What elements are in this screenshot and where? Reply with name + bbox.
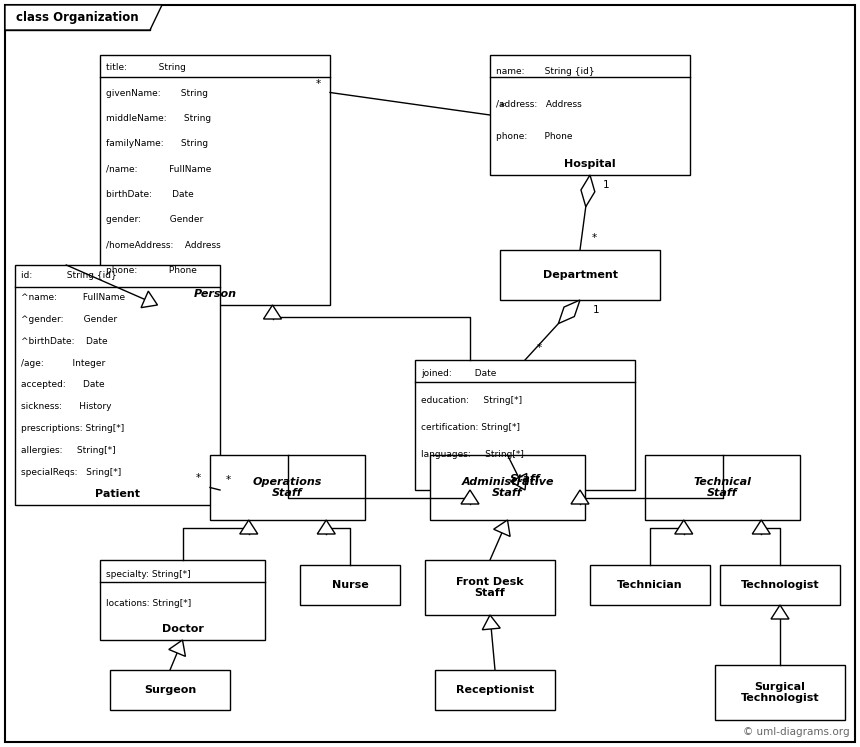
Text: 1: 1 [603, 180, 610, 190]
Text: birthDate:       Date: birthDate: Date [106, 190, 194, 199]
Text: phone:      Phone: phone: Phone [496, 132, 573, 141]
Text: accepted:      Date: accepted: Date [21, 380, 105, 389]
Bar [425, 560, 555, 615]
Text: class Organization: class Organization [16, 11, 138, 24]
Bar [500, 250, 660, 300]
Text: phone:           Phone: phone: Phone [106, 266, 197, 275]
Text: familyName:      String: familyName: String [106, 139, 208, 148]
Polygon shape [752, 520, 771, 534]
Bar [720, 565, 840, 605]
Polygon shape [240, 520, 258, 534]
Text: *: * [592, 233, 597, 243]
Bar [100, 55, 330, 305]
Bar [5, 5, 150, 30]
Bar [100, 560, 265, 640]
Text: specialReqs:   Sring[*]: specialReqs: Sring[*] [21, 468, 121, 477]
Polygon shape [5, 5, 162, 30]
Bar [490, 55, 690, 175]
Polygon shape [675, 520, 693, 534]
Text: *: * [500, 102, 505, 112]
Text: id:            String {id}: id: String {id} [21, 271, 117, 280]
Polygon shape [511, 474, 527, 490]
Text: prescriptions: String[*]: prescriptions: String[*] [21, 424, 124, 433]
Text: name:       String {id}: name: String {id} [496, 66, 594, 76]
Polygon shape [571, 490, 589, 504]
Text: *: * [195, 473, 200, 483]
Text: title:           String: title: String [106, 63, 186, 72]
Text: Receptionist: Receptionist [456, 685, 534, 695]
Polygon shape [461, 490, 479, 504]
Bar [715, 665, 845, 720]
Text: Doctor: Doctor [162, 624, 204, 634]
Text: Person: Person [194, 289, 236, 299]
Bar [300, 565, 400, 605]
Polygon shape [581, 175, 595, 207]
Text: Administrative
Staff: Administrative Staff [461, 477, 554, 498]
Text: education:     String[*]: education: String[*] [421, 396, 522, 405]
Text: *: * [537, 343, 542, 353]
Bar [110, 670, 230, 710]
Polygon shape [169, 640, 186, 657]
Text: Surgeon: Surgeon [144, 685, 196, 695]
Polygon shape [141, 291, 157, 308]
Bar [415, 360, 635, 490]
Polygon shape [558, 300, 580, 323]
Text: Front Desk
Staff: Front Desk Staff [456, 577, 524, 598]
Text: Patient: Patient [95, 489, 140, 499]
Text: Nurse: Nurse [332, 580, 368, 590]
Text: gender:          Gender: gender: Gender [106, 215, 203, 224]
Polygon shape [771, 605, 789, 619]
Bar [430, 455, 585, 520]
Text: Staff: Staff [510, 474, 540, 484]
Text: Technologist: Technologist [740, 580, 820, 590]
Text: /address:   Address: /address: Address [496, 99, 581, 108]
Text: Operations
Staff: Operations Staff [253, 477, 322, 498]
Text: *: * [316, 79, 321, 90]
Text: joined:        Date: joined: Date [421, 369, 496, 378]
Text: *: * [225, 475, 230, 485]
Text: Hospital: Hospital [564, 159, 616, 169]
Text: /homeAddress:    Address: /homeAddress: Address [106, 241, 221, 249]
Polygon shape [263, 305, 281, 319]
Bar [645, 455, 800, 520]
Bar [15, 265, 220, 505]
Text: middleName:      String: middleName: String [106, 114, 211, 123]
Polygon shape [482, 615, 501, 630]
Bar [210, 455, 365, 520]
Text: languages:     String[*]: languages: String[*] [421, 450, 524, 459]
Bar [435, 670, 555, 710]
Text: Technical
Staff: Technical Staff [693, 477, 752, 498]
Text: Surgical
Technologist: Surgical Technologist [740, 682, 820, 703]
Text: Technician: Technician [617, 580, 683, 590]
Polygon shape [317, 520, 335, 534]
Text: locations: String[*]: locations: String[*] [106, 599, 191, 608]
Text: allergies:     String[*]: allergies: String[*] [21, 446, 115, 455]
Text: givenName:       String: givenName: String [106, 88, 208, 98]
Text: specialty: String[*]: specialty: String[*] [106, 570, 191, 579]
Text: Department: Department [543, 270, 617, 280]
Polygon shape [494, 520, 510, 536]
Text: ^name:         FullName: ^name: FullName [21, 294, 125, 303]
Bar [590, 565, 710, 605]
Text: ^gender:       Gender: ^gender: Gender [21, 315, 117, 324]
Text: sickness:      History: sickness: History [21, 402, 112, 411]
Text: ^birthDate:    Date: ^birthDate: Date [21, 337, 108, 346]
Text: © uml-diagrams.org: © uml-diagrams.org [743, 727, 850, 737]
Text: certification: String[*]: certification: String[*] [421, 423, 520, 432]
Text: /name:           FullName: /name: FullName [106, 164, 212, 173]
Text: /age:          Integer: /age: Integer [21, 359, 105, 368]
Text: 1: 1 [593, 305, 599, 315]
